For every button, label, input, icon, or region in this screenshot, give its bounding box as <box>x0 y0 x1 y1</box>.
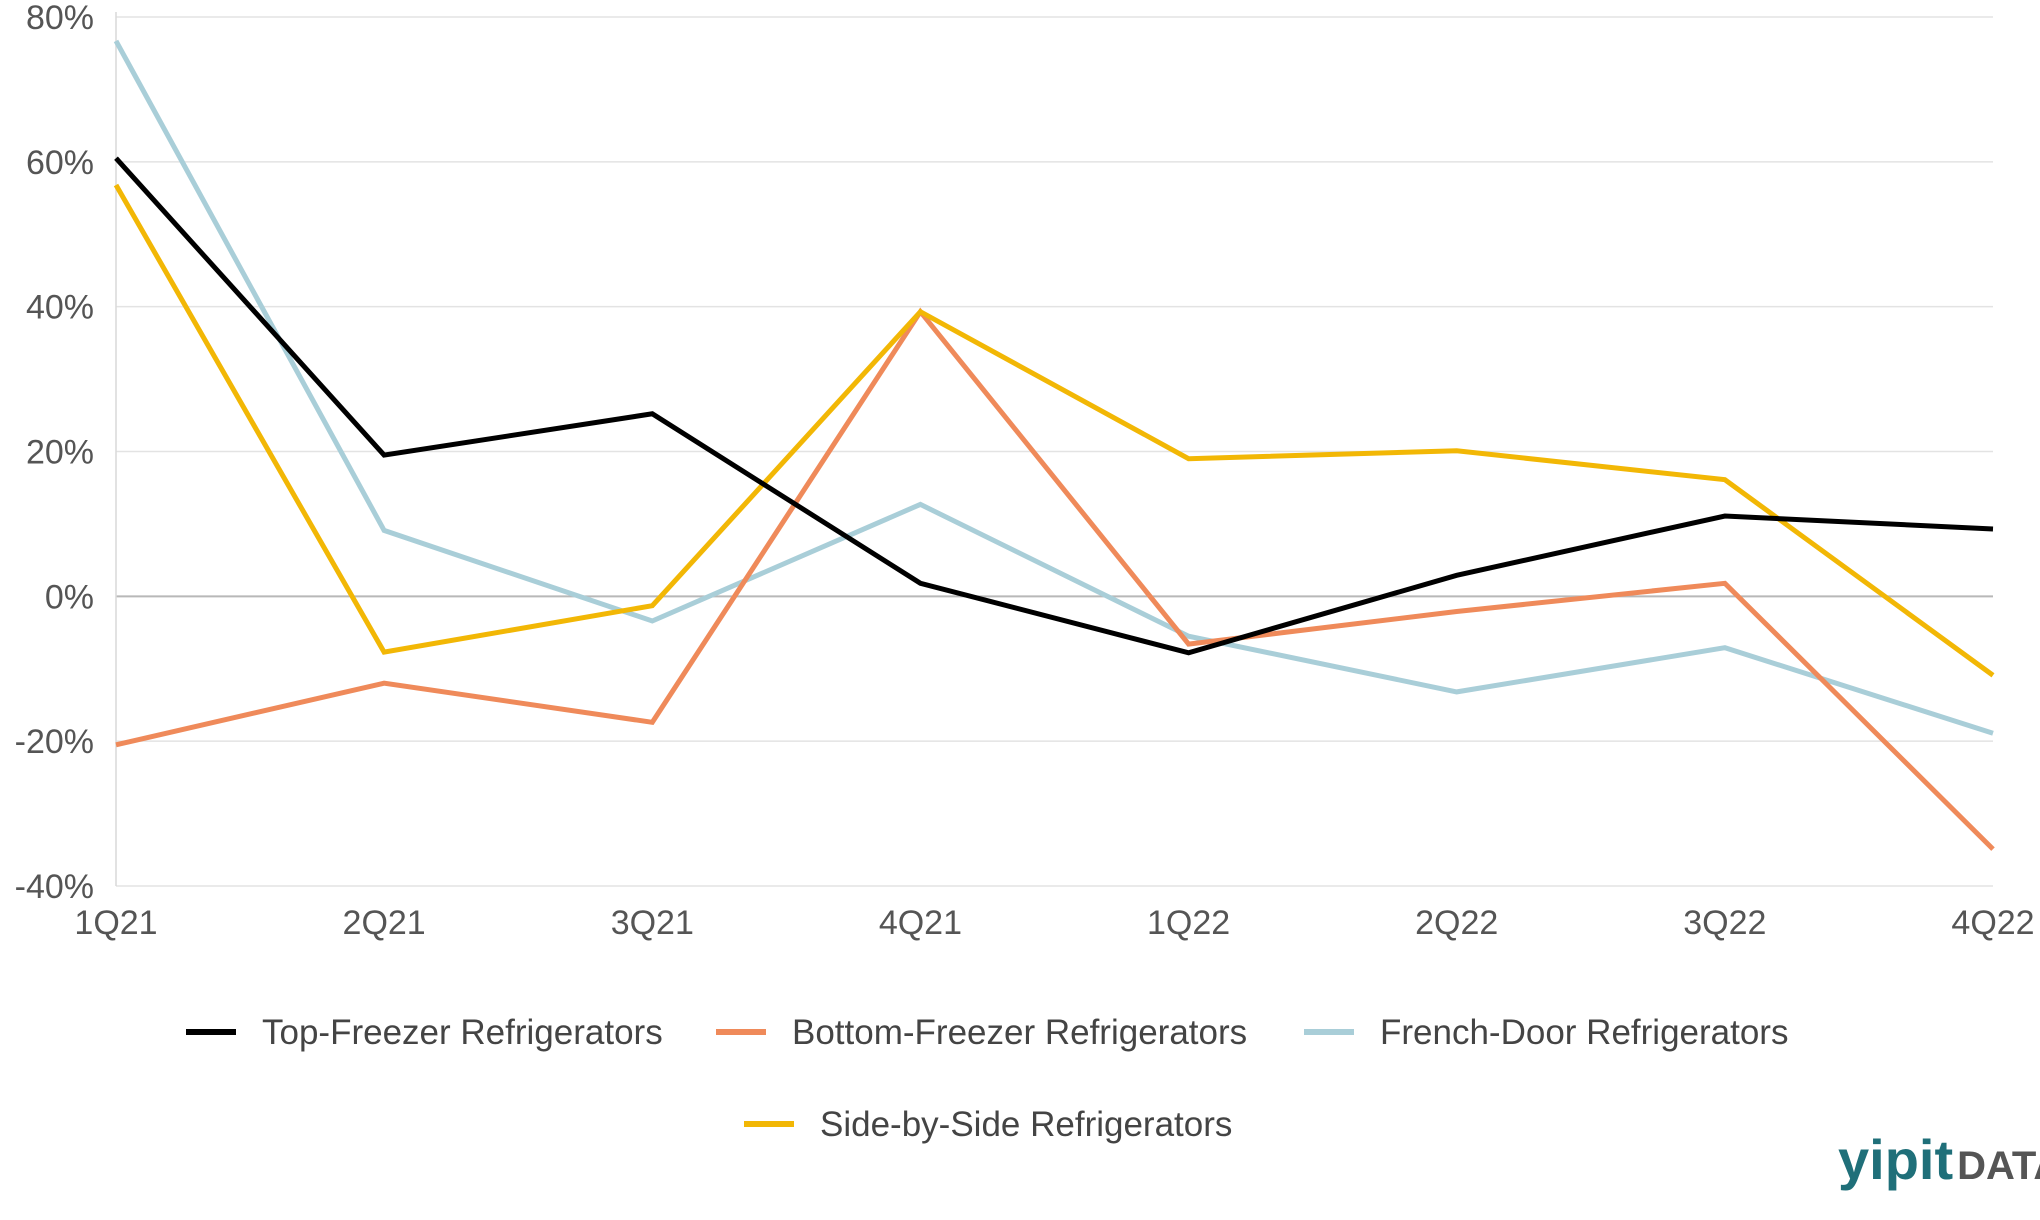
y-tick-label: 0% <box>45 578 94 616</box>
y-tick-label: -20% <box>15 723 94 761</box>
x-tick-label: 1Q21 <box>74 904 157 942</box>
legend-item: Bottom-Freezer Refrigerators <box>716 1013 1247 1052</box>
series-line-3 <box>113 39 1994 736</box>
legend-label: Top-Freezer Refrigerators <box>262 1013 663 1052</box>
y-tick-label: 40% <box>26 289 94 327</box>
y-tick-label: 60% <box>26 144 94 182</box>
legend-item: French-Door Refrigerators <box>1304 1013 1788 1052</box>
x-axis-tick-labels: 1Q21 2Q21 3Q21 4Q21 1Q22 2Q22 3Q22 4Q22 <box>74 904 2034 942</box>
series-line-2 <box>115 307 1995 851</box>
x-tick-label: 4Q21 <box>879 904 962 942</box>
series-line-4 <box>113 183 1995 678</box>
x-tick-label: 4Q22 <box>1951 904 2034 942</box>
logo-brand-text: yipit <box>1838 1128 1953 1191</box>
x-tick-label: 3Q22 <box>1683 904 1766 942</box>
x-tick-label: 1Q22 <box>1147 904 1230 942</box>
legend-item: Side-by-Side Refrigerators <box>744 1105 1232 1144</box>
yipit-data-logo: yipitDATA <box>1838 1128 2040 1191</box>
x-tick-label: 3Q21 <box>611 904 694 942</box>
series-lines <box>113 39 1995 851</box>
legend: Top-Freezer Refrigerators Bottom-Freezer … <box>186 1013 1788 1144</box>
x-tick-label: 2Q22 <box>1415 904 1498 942</box>
legend-item: Top-Freezer Refrigerators <box>186 1013 663 1052</box>
legend-label: French-Door Refrigerators <box>1380 1013 1788 1052</box>
legend-label: Bottom-Freezer Refrigerators <box>792 1013 1247 1052</box>
y-tick-label: 20% <box>26 434 94 472</box>
legend-label: Side-by-Side Refrigerators <box>820 1105 1232 1144</box>
series-line-1 <box>114 156 1994 656</box>
y-tick-label: 80% <box>26 0 94 37</box>
y-tick-label: -40% <box>15 868 94 906</box>
logo-suffix-text: DATA <box>1957 1144 2040 1188</box>
x-tick-label: 2Q21 <box>343 904 426 942</box>
y-axis-tick-labels: 80% 60% 40% 20% 0% -20% -40% <box>15 0 94 906</box>
gridlines <box>116 16 1993 887</box>
svg-text:yipitDATA: yipitDATA <box>1838 1128 2040 1191</box>
